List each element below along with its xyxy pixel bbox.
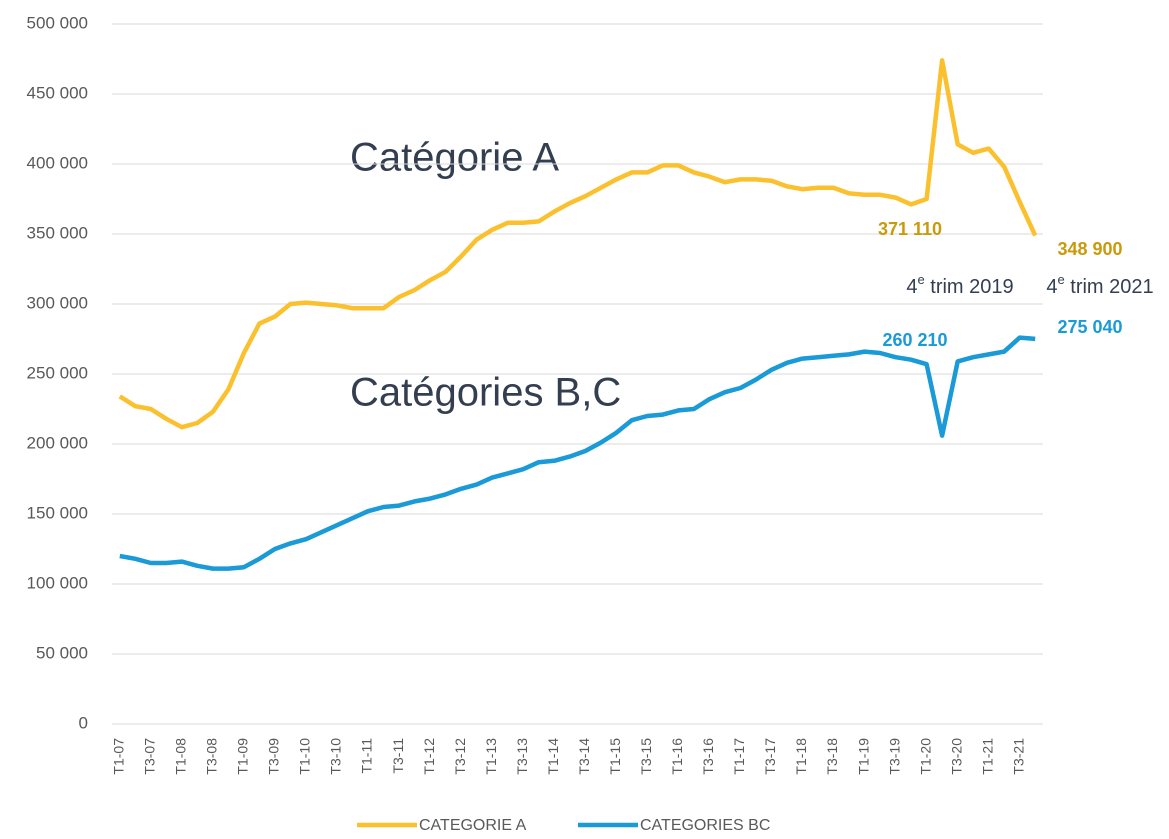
period-label: 4e trim 2019 <box>906 272 1013 298</box>
y-tick-label: 150 000 <box>27 503 88 522</box>
x-tick-label: T1-13 <box>483 738 499 775</box>
x-tick-label: T3-12 <box>452 738 468 775</box>
data-label: 371 110 <box>878 219 942 239</box>
x-tick-label: T3-16 <box>700 738 716 775</box>
x-tick-label: T1-19 <box>855 738 871 775</box>
x-tick-label: T3-09 <box>266 738 282 775</box>
y-tick-label: 0 <box>79 713 88 732</box>
x-tick-label: T3-21 <box>1010 738 1026 775</box>
x-tick-label: T1-16 <box>669 738 685 775</box>
legend-label: CATEGORIES BC <box>640 817 770 834</box>
x-tick-label: T1-18 <box>793 738 809 775</box>
legend-label: CATEGORIE A <box>419 817 527 834</box>
data-label: 260 210 <box>882 330 947 350</box>
x-tick-label: T1-21 <box>979 738 995 775</box>
x-tick-label: T3-08 <box>204 738 220 775</box>
series-line <box>119 335 1036 571</box>
x-tick-label: T1-09 <box>235 738 251 775</box>
x-tick-label: T3-13 <box>514 738 530 775</box>
data-label: 275 040 <box>1057 317 1122 337</box>
x-tick-label: T1-07 <box>110 738 126 775</box>
annotation: Catégorie A <box>350 136 559 180</box>
x-tick-label: T1-15 <box>607 738 623 775</box>
y-tick-label: 200 000 <box>27 433 88 452</box>
y-tick-label: 250 000 <box>27 363 88 382</box>
y-tick-label: 450 000 <box>27 83 88 102</box>
y-tick-label: 350 000 <box>27 223 88 242</box>
data-label: 348 900 <box>1057 239 1122 259</box>
x-tick-label: T1-10 <box>297 738 313 775</box>
x-tick-label: T1-17 <box>731 738 747 775</box>
x-tick-label: T3-20 <box>948 738 964 775</box>
x-tick-label: T1-11 <box>359 738 375 774</box>
x-tick-label: T3-07 <box>141 738 157 775</box>
x-tick-label: T3-15 <box>638 738 654 775</box>
x-tick-label: T3-18 <box>824 738 840 775</box>
x-tick-label: T1-14 <box>545 738 561 775</box>
y-tick-label: 300 000 <box>27 293 88 312</box>
y-tick-label: 400 000 <box>27 153 88 172</box>
x-tick-label: T3-11 <box>390 738 406 774</box>
series-line <box>118 58 1038 430</box>
x-tick-label: T3-10 <box>328 738 344 775</box>
x-tick-label: T3-19 <box>886 738 902 775</box>
y-tick-label: 100 000 <box>27 573 88 592</box>
x-tick-label: T1-12 <box>421 738 437 775</box>
x-tick-label: T3-14 <box>576 738 592 775</box>
x-tick-label: T1-08 <box>173 738 189 775</box>
y-tick-label: 50 000 <box>36 643 88 662</box>
period-label: 4e trim 2021 <box>1046 272 1153 298</box>
x-tick-label: T1-20 <box>917 738 933 775</box>
y-tick-label: 500 000 <box>27 13 88 32</box>
x-tick-label: T3-17 <box>762 738 778 775</box>
annotation: Catégories B,C <box>350 371 621 415</box>
